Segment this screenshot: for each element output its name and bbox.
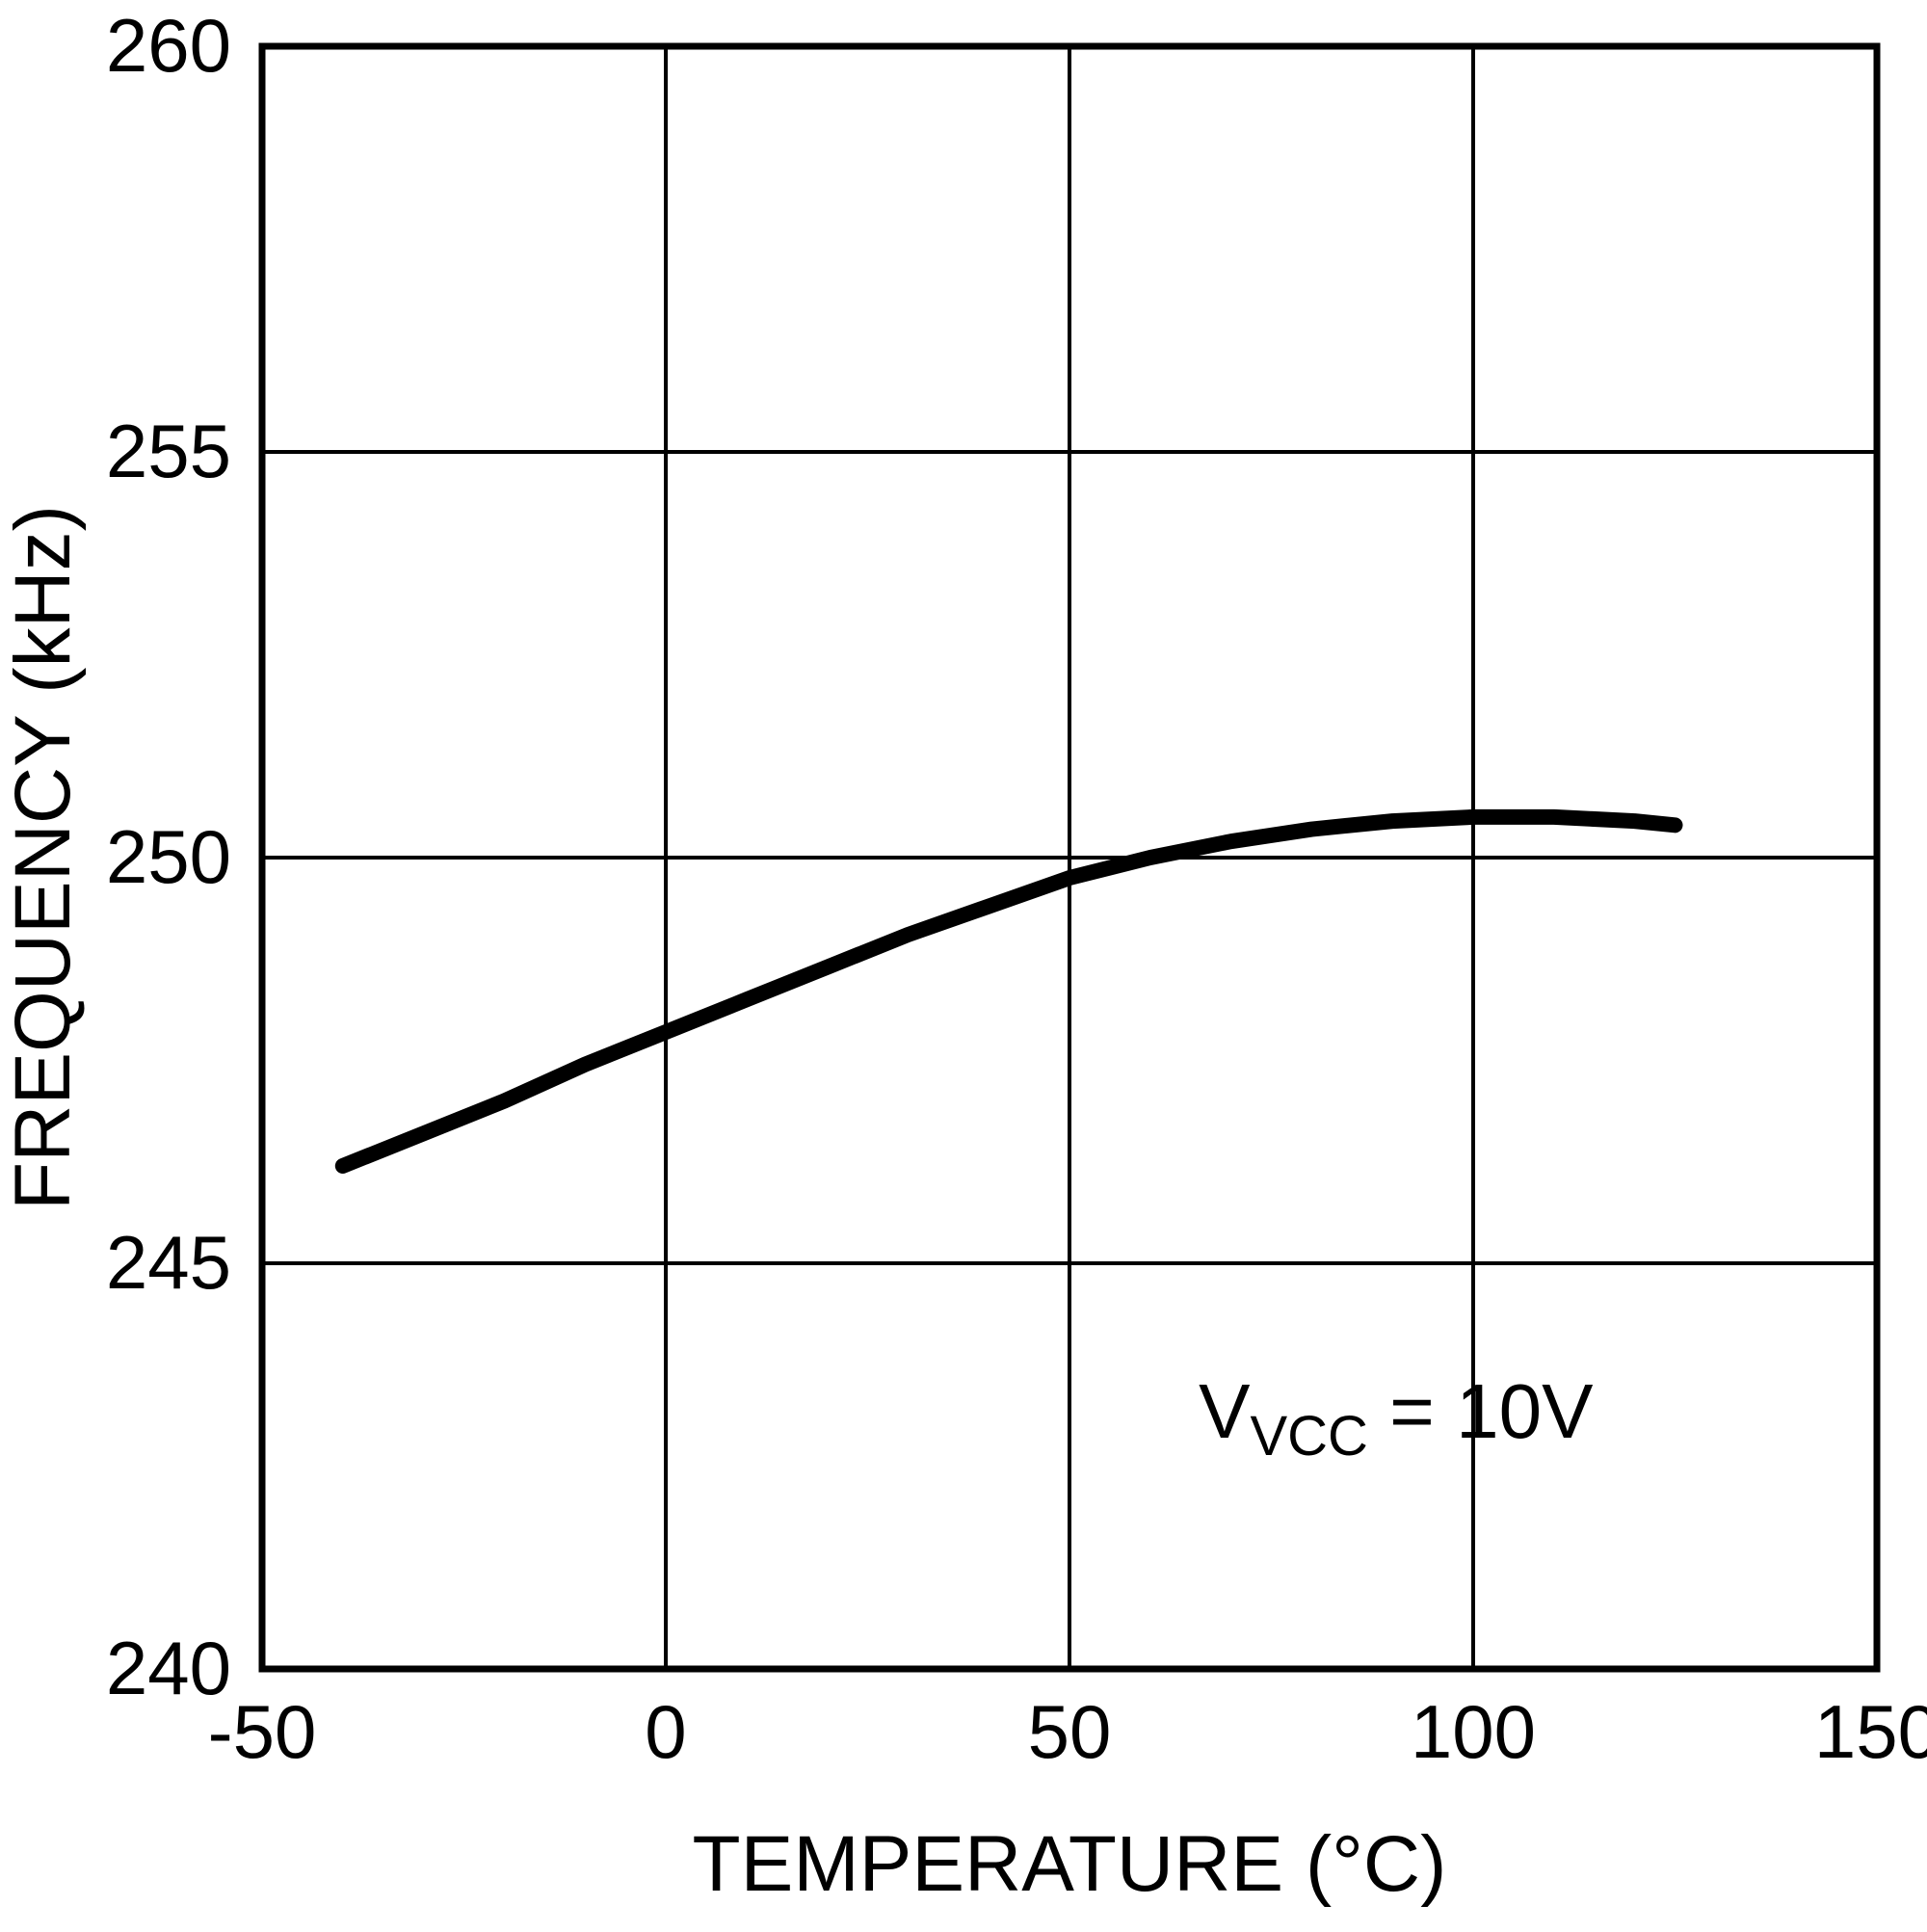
- series-curve: [334, 808, 1683, 1174]
- plot-border: [258, 42, 1881, 1673]
- y-tick-label: 245: [106, 1220, 231, 1305]
- data-line: [334, 808, 1683, 1174]
- y-tick-label: 260: [106, 3, 231, 88]
- x-tick-label: 100: [1411, 1689, 1536, 1774]
- y-tick-labels: 240 245 250 255 260: [106, 3, 231, 1710]
- y-tick-label: 250: [106, 814, 231, 899]
- grid-lines: [260, 44, 1879, 1671]
- x-tick-label: 150: [1814, 1689, 1927, 1774]
- plot-frame: [258, 42, 1881, 1673]
- y-axis-label: FREQUENCY (kHz): [0, 505, 87, 1210]
- x-tick-labels: -50 0 50 100 150: [208, 1689, 1927, 1774]
- x-axis-label: TEMPERATURE (°C): [693, 1820, 1447, 1908]
- x-tick-label: 0: [645, 1689, 686, 1774]
- x-tick-label: -50: [208, 1689, 317, 1774]
- annotation-vvcc: VVCC = 10V: [1199, 1368, 1594, 1468]
- x-tick-label: 50: [1028, 1689, 1112, 1774]
- y-tick-label: 255: [106, 409, 231, 493]
- y-tick-label: 240: [106, 1626, 231, 1710]
